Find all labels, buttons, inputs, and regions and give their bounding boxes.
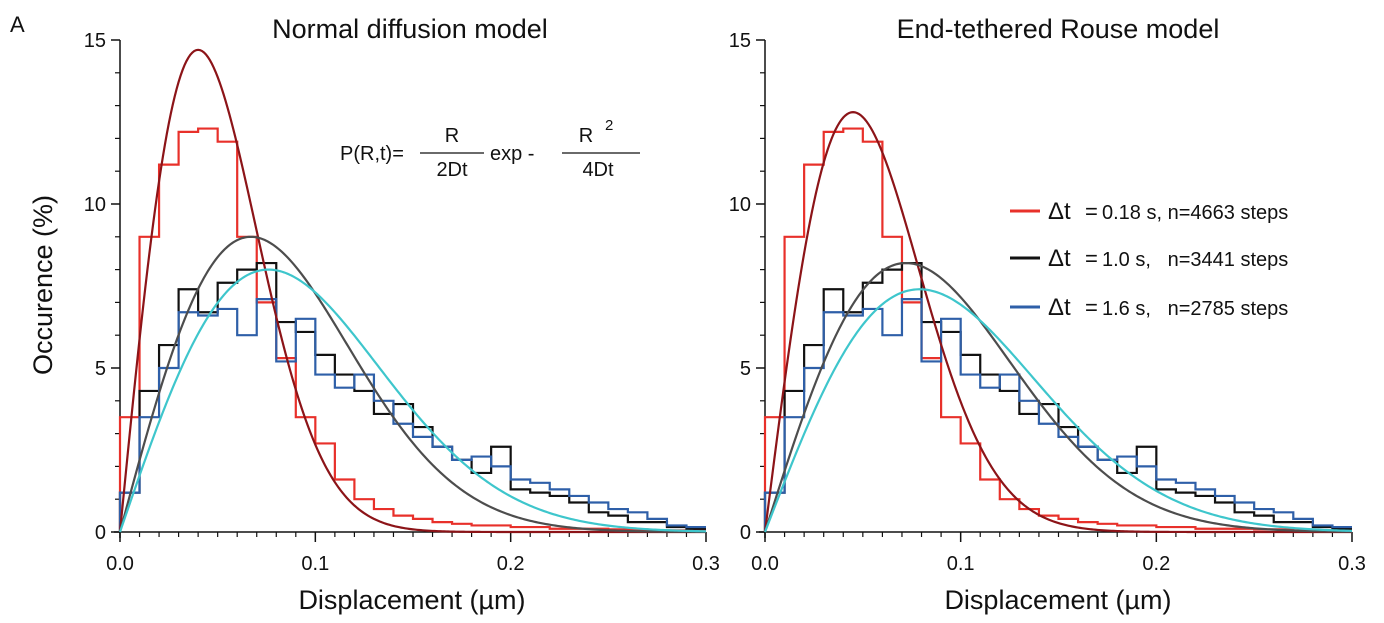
fit-curve-red — [763, 111, 1352, 534]
x-tick-label: 0.2 — [497, 553, 525, 575]
legend-delta-t: Δt — [1048, 198, 1071, 225]
histogram-blue — [763, 298, 1352, 532]
plot-area-normal: 0 5 10 15 0.0 0.1 0.2 0.3 — [84, 30, 720, 575]
x-tick-label: 0.0 — [106, 553, 134, 575]
panel-rouse-model: End-tethered Rouse model Displacement (µ… — [729, 14, 1366, 615]
y-tick-label: 5 — [740, 358, 751, 380]
legend-delta-t: Δt — [1048, 294, 1071, 321]
x-tick-label: 0.1 — [947, 553, 975, 575]
x-axis-label-normal: Displacement (µm) — [298, 585, 525, 615]
formula-num2: R — [579, 125, 593, 147]
panel-label: A — [10, 12, 25, 37]
formula-exp: exp - — [490, 143, 534, 165]
chart-title-normal-diffusion: Normal diffusion model — [272, 14, 548, 44]
legend-equals: = — [1085, 199, 1098, 224]
plot-area-rouse: 0 5 10 15 0.0 0.1 0.2 0.3 — [729, 30, 1366, 575]
y-tick-label: 15 — [84, 30, 106, 52]
formula-den2: 4Dt — [582, 159, 614, 181]
histogram-black — [763, 261, 1352, 532]
x-tick-label: 0.3 — [1338, 553, 1366, 575]
histogram-red — [763, 127, 1352, 532]
fit-curve-black — [763, 261, 1353, 533]
fit-curve-blue — [763, 288, 1353, 533]
y-axis-label: Occurence (%) — [28, 195, 58, 375]
y-tick-label: 10 — [729, 194, 751, 216]
chart-title-rouse: End-tethered Rouse model — [897, 14, 1220, 44]
x-tick-label: 0.1 — [301, 553, 329, 575]
legend-equals: = — [1085, 295, 1098, 320]
y-tick-label: 15 — [729, 30, 751, 52]
formula-den1: 2Dt — [436, 159, 468, 181]
fit-curve-black — [118, 235, 706, 533]
x-tick-label: 0.0 — [751, 553, 779, 575]
x-tick-label: 0.2 — [1142, 553, 1170, 575]
legend-equals: = — [1085, 246, 1098, 271]
legend-label: 1.6 s, n=2785 steps — [1102, 298, 1288, 320]
x-axis-label-rouse: Displacement (µm) — [944, 585, 1171, 615]
legend-label: 0.18 s, n=4663 steps — [1102, 202, 1288, 224]
formula-num1: R — [445, 125, 459, 147]
formula-lhs: P(R,t)= — [340, 143, 404, 165]
y-tick-label: 10 — [84, 194, 106, 216]
legend-delta-t: Δt — [1048, 245, 1071, 272]
fit-curve-red — [118, 48, 706, 534]
histogram-black — [118, 261, 706, 532]
formula-num2-exponent: 2 — [605, 117, 613, 134]
y-tick-label: 0 — [740, 522, 751, 544]
y-tick-label: 0 — [95, 522, 106, 544]
x-tick-label: 0.3 — [692, 553, 720, 575]
legend-label: 1.0 s, n=3441 steps — [1102, 249, 1288, 271]
histogram-blue — [118, 298, 706, 532]
y-tick-label: 5 — [95, 358, 106, 380]
formula: P(R,t)= R 2Dt exp - R 2 4Dt — [340, 117, 640, 181]
panel-normal-diffusion: Normal diffusion model Occurence (%) Dis… — [28, 14, 720, 615]
histogram-red — [118, 127, 706, 532]
fit-curve-blue — [118, 268, 707, 533]
